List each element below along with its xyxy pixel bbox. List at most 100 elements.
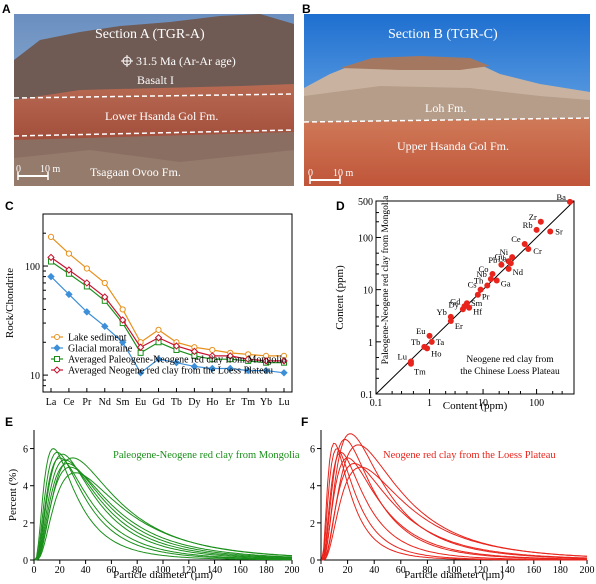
legend-marker: [54, 356, 60, 362]
y-tick-label: 2: [310, 519, 315, 530]
y-axis-note: Paleogene-Neogene red clay from Mongolia: [380, 195, 391, 365]
y-axis-label: Percent (%): [7, 469, 19, 522]
x-tick-label: Lu: [278, 397, 289, 408]
label-loh-fm: Loh Fm.: [425, 101, 466, 115]
y-tick-label: 1: [368, 338, 373, 349]
x-tick-label: Ho: [206, 397, 218, 408]
data-label: La: [498, 253, 507, 263]
data-label: Cu: [495, 251, 506, 261]
legend-marker: [54, 334, 60, 340]
data-label: Tm: [414, 367, 426, 377]
data-point: [280, 369, 288, 377]
data-label: Pb: [488, 255, 497, 265]
panel-label-f: F: [301, 415, 308, 429]
x-tick-label: 0: [32, 565, 37, 576]
y-tick-label: 0.1: [361, 390, 374, 401]
x-tick-label: Tm: [241, 397, 255, 408]
data-label: Rb: [523, 220, 533, 230]
data-label: Nd: [513, 267, 524, 277]
data-point: [65, 290, 73, 299]
x-tick-label: 100: [529, 398, 544, 409]
x-tick-label: Ce: [63, 397, 75, 408]
data-point: [262, 357, 270, 365]
data-label: Eu: [416, 326, 426, 336]
data-point: [65, 266, 73, 274]
data-point: [537, 218, 544, 225]
x-tick-label: 160: [233, 565, 248, 576]
data-point: [428, 338, 435, 345]
data-point: [47, 272, 55, 281]
curve-annotation: Paleogene-Neogene red clay from Mongolia: [113, 450, 300, 461]
y-tick-label: 0: [310, 556, 315, 567]
x-tick-label: 1: [427, 398, 432, 409]
data-point: [172, 342, 181, 350]
distribution-curve: [34, 451, 292, 561]
y-tick-label: 10: [363, 286, 373, 297]
chart-d-frame: [375, 200, 575, 395]
data-point: [226, 352, 234, 360]
data-point: [424, 345, 431, 352]
data-point: [47, 253, 55, 262]
x-tick-label: Tb: [171, 397, 182, 408]
data-label: Th: [474, 276, 484, 286]
data-label: Sr: [555, 227, 563, 237]
data-point: [119, 306, 126, 313]
data-point: [521, 240, 528, 247]
data-label: Lu: [398, 351, 408, 361]
data-point: [172, 358, 181, 367]
y-axis-label: Rock/Chondrite: [4, 268, 16, 338]
scale-length-b: 10 m: [333, 168, 354, 179]
y-tick-label: 6: [23, 445, 28, 456]
data-point: [154, 355, 163, 363]
data-point: [155, 326, 162, 333]
scale-zero-b: 0: [308, 168, 313, 179]
target-icon: [121, 55, 133, 67]
y-tick-label: 6: [310, 445, 315, 456]
data-point: [459, 306, 466, 313]
data-point: [426, 332, 433, 339]
x-tick-label: 40: [81, 565, 91, 576]
data-point: [447, 313, 454, 320]
data-point: [262, 366, 270, 375]
x-tick-label: 0: [319, 565, 324, 576]
distribution-curve: [321, 462, 587, 561]
legend-marker: [53, 366, 61, 374]
x-tick-label: Eu: [135, 397, 146, 408]
label-basalt: Basalt I: [137, 73, 174, 87]
x-tick-label: Sm: [116, 397, 130, 408]
x-tick-label: Dy: [188, 397, 200, 408]
data-point: [489, 270, 496, 277]
chart-c-frame: [42, 213, 293, 393]
x-tick-label: 100: [156, 565, 171, 576]
data-point: [65, 250, 73, 257]
data-point: [136, 369, 145, 377]
legend-label: Averaged Paleogene-Neogene red clay from…: [68, 355, 287, 366]
x-axis-note: the Chinese Loess Plateau: [460, 367, 560, 377]
data-point: [190, 362, 199, 371]
x-tick-label: La: [46, 397, 57, 408]
distribution-curve: [34, 466, 293, 561]
distribution-curve: [34, 462, 293, 561]
data-point: [101, 293, 109, 301]
x-tick-label: 80: [422, 565, 432, 576]
data-point: [466, 304, 473, 311]
legend-marker: [53, 344, 61, 352]
x-tick-label: Er: [226, 397, 236, 408]
x-axis-label: Particle diameter (µm): [404, 569, 504, 581]
data-point: [209, 346, 216, 354]
data-label: Er: [455, 321, 463, 331]
data-point: [190, 347, 199, 356]
x-tick-label: Nd: [99, 397, 111, 408]
photo-section-a: [13, 14, 295, 186]
data-label: Zr: [529, 212, 537, 222]
data-point: [477, 286, 484, 293]
data-label: Cr: [533, 246, 542, 256]
x-tick-label: 200: [580, 565, 595, 576]
panel-label-d: D: [336, 199, 345, 213]
data-label: Pr: [482, 292, 490, 302]
distribution-curve: [34, 472, 293, 561]
data-label: Tb: [411, 337, 420, 347]
section-a-title: Section A (TGR-A): [95, 27, 205, 42]
